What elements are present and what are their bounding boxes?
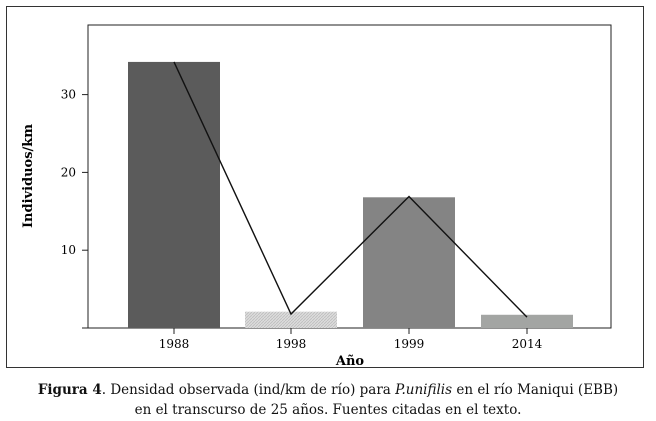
plot-area xyxy=(87,24,612,329)
x-tick-label-1999: 1999 xyxy=(394,337,425,351)
bar-2014 xyxy=(481,314,573,328)
y-tick-label-30: 30 xyxy=(61,88,76,102)
figure-caption: Figura 4. Densidad observada (ind/km de … xyxy=(0,380,656,420)
caption-text-before: . Densidad observada (ind/km de río) par… xyxy=(101,382,396,398)
x-tick-label-2014: 2014 xyxy=(512,337,543,351)
x-tick-label-1988: 1988 xyxy=(159,337,190,351)
y-tick-label-20: 20 xyxy=(61,165,76,179)
figure-frame xyxy=(6,6,644,368)
x-tick-label-1998: 1998 xyxy=(276,337,307,351)
bar-1998 xyxy=(245,311,337,328)
caption-text-after: en el río Maniqui (EBB) xyxy=(452,382,619,398)
caption-label: Figura 4 xyxy=(37,382,102,398)
caption-line-1: Figura 4. Densidad observada (ind/km de … xyxy=(0,380,656,400)
y-axis-label: Individuos/km xyxy=(21,124,36,228)
bar-chart: 10 20 30 1988 1998 1999 2014 Individuos/km Añ… xyxy=(21,24,612,369)
bar-1999 xyxy=(363,197,455,328)
x-axis-label: Año xyxy=(335,354,365,369)
y-tick-label-10: 10 xyxy=(61,243,76,257)
bar-1988 xyxy=(128,61,220,328)
caption-species: P.unifilis xyxy=(395,382,453,398)
caption-line-2: en el transcurso de 25 años. Fuentes cit… xyxy=(134,402,522,418)
trend-line xyxy=(173,61,528,318)
